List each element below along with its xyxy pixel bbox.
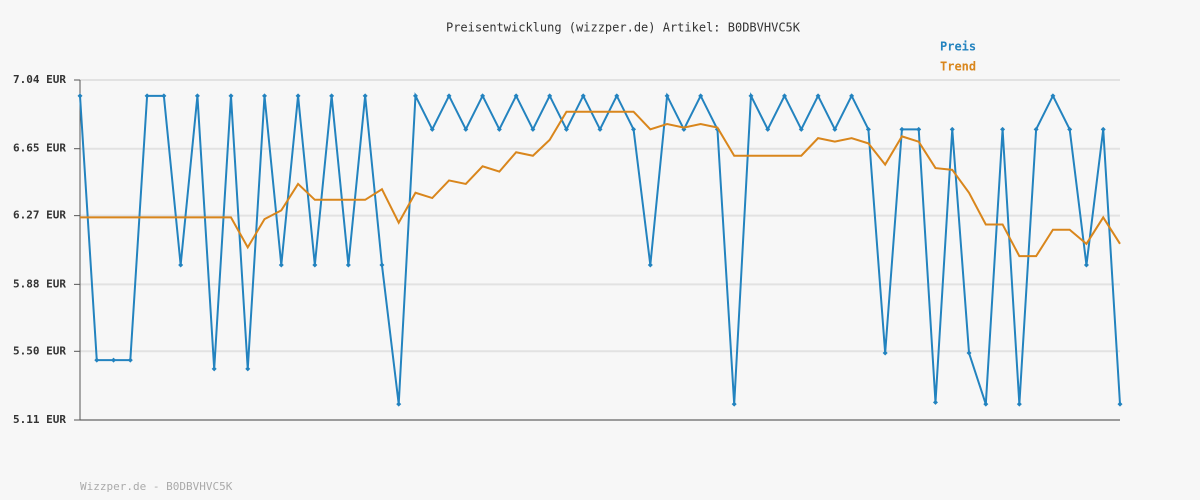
point [899,126,905,132]
point [949,126,955,132]
point [865,126,871,132]
point [94,357,100,363]
point [815,93,821,99]
point [916,126,922,132]
point [1117,401,1123,407]
point [664,93,670,99]
point [194,93,200,99]
point [882,350,888,356]
y-tick-label: 5.50 EUR [13,344,66,357]
point [513,93,519,99]
point [647,262,653,268]
point [446,93,452,99]
legend-label: Trend [940,60,976,74]
point [966,350,972,356]
point [631,126,637,132]
point [111,357,117,363]
y-tick-label: 6.27 EUR [13,209,66,222]
point [480,93,486,99]
point [782,93,788,99]
point [295,93,301,99]
point [412,93,418,99]
y-tick-label: 6.65 EUR [13,142,66,155]
point [530,126,536,132]
point [1083,262,1089,268]
point [362,93,368,99]
point [329,93,335,99]
y-tick-label: 7.04 EUR [13,73,66,86]
point [1000,126,1006,132]
y-tick-label: 5.11 EUR [13,413,66,426]
point [127,357,133,363]
point [765,126,771,132]
point [228,93,234,99]
point [580,93,586,99]
point [849,93,855,99]
point [983,401,989,407]
point [731,401,737,407]
legend-label: Preis [940,40,976,54]
point [144,93,150,99]
chart-title: Preisentwicklung (wizzper.de) Artikel: B… [446,21,801,35]
point [1050,93,1056,99]
point [832,126,838,132]
point [932,399,938,405]
point [597,126,603,132]
point [614,93,620,99]
point [396,401,402,407]
point [1016,401,1022,407]
point [1067,126,1073,132]
point [211,366,217,372]
point [1033,126,1039,132]
point [463,126,469,132]
point [798,126,804,132]
y-tick-label: 5.88 EUR [13,277,66,290]
point [698,93,704,99]
point [1100,126,1106,132]
series-line [80,110,1121,258]
point [262,93,268,99]
point [178,262,184,268]
point [312,262,318,268]
point [345,262,351,268]
point [748,93,754,99]
point [496,126,502,132]
point [77,93,83,99]
footer: Wizzper.de - B0DBVHVC5K [80,480,233,493]
point [379,262,385,268]
point [547,93,553,99]
point [161,93,167,99]
point [563,126,569,132]
point [245,366,251,372]
point [429,126,435,132]
point [278,262,284,268]
